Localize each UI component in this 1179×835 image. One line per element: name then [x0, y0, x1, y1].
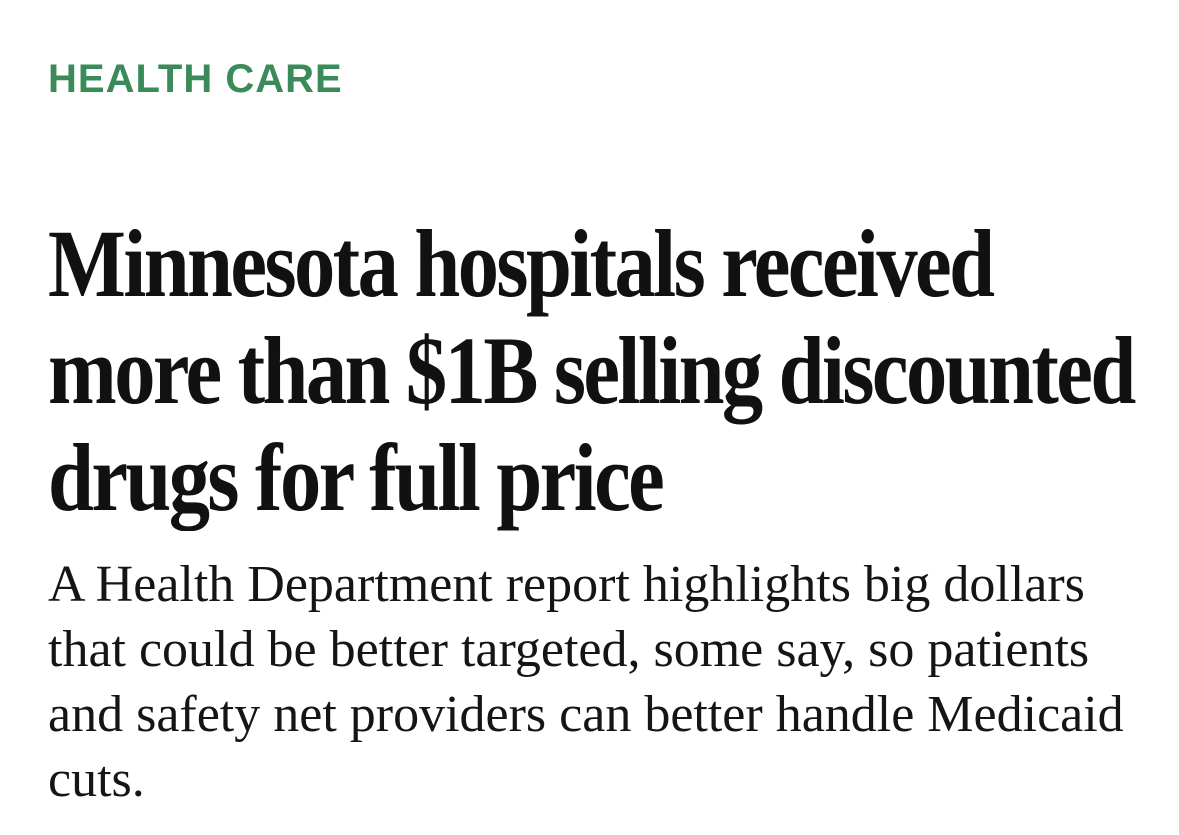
article-dek: A Health Department report highlights bi… [48, 556, 1124, 808]
section-label-link[interactable]: HEALTH CARE [48, 57, 343, 101]
article-header: HEALTH CARE Minnesota hospitals received… [48, 54, 1138, 812]
headline: Minnesota hospitals received more than $… [48, 210, 1136, 531]
